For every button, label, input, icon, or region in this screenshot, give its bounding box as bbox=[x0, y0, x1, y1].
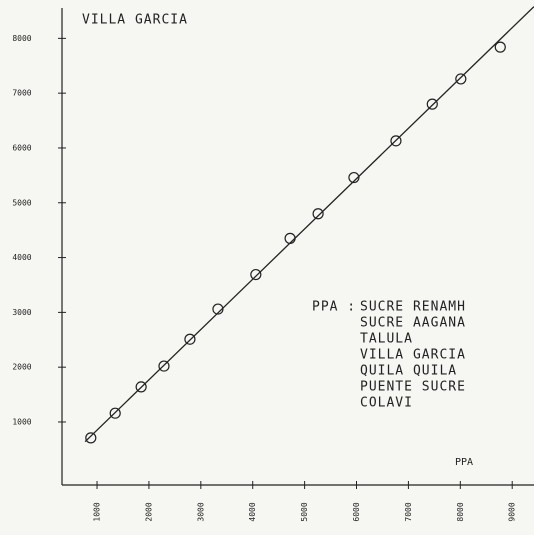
legend-line: SUCRE AAGANA bbox=[360, 316, 466, 331]
y-tick-label: 3000 bbox=[12, 308, 31, 317]
point bbox=[109, 407, 121, 419]
point bbox=[135, 381, 147, 393]
legend-prefix: PPA : bbox=[312, 300, 356, 315]
x-tick-label: 7000 bbox=[404, 502, 413, 521]
legend-line: PUENTE SUCRE bbox=[360, 380, 466, 395]
chart-title: VILLA GARCIA bbox=[82, 13, 188, 28]
x-tick-label: 2000 bbox=[144, 502, 153, 521]
y-tick-label: 5000 bbox=[12, 198, 31, 207]
point bbox=[85, 432, 97, 444]
x-tick-label: 1000 bbox=[93, 502, 102, 521]
x-tick-label: 9000 bbox=[508, 502, 517, 521]
y-tick-label: 8000 bbox=[12, 34, 31, 43]
y-tick-label: 4000 bbox=[12, 253, 31, 262]
point bbox=[250, 268, 262, 281]
x-tick-label: 5000 bbox=[300, 502, 309, 521]
point bbox=[284, 232, 296, 244]
point bbox=[494, 41, 506, 53]
point bbox=[455, 73, 467, 85]
y-tick-label: 2000 bbox=[12, 363, 31, 372]
legend-line: COLAVI bbox=[360, 396, 413, 411]
legend-line: SUCRE RENAMH bbox=[360, 300, 466, 315]
x-tick-label: 8000 bbox=[456, 502, 465, 521]
point bbox=[312, 208, 324, 220]
point bbox=[212, 303, 224, 315]
point bbox=[348, 171, 360, 184]
legend-line: VILLA GARCIA bbox=[360, 348, 466, 363]
y-tick-label: 1000 bbox=[12, 417, 31, 426]
legend-line: QUILA QUILA bbox=[360, 364, 457, 379]
x-tick-label: 6000 bbox=[352, 502, 361, 521]
x-tick-label: 3000 bbox=[196, 502, 205, 521]
point bbox=[426, 98, 438, 110]
y-tick-label: 6000 bbox=[12, 143, 31, 152]
x-tick-label: 4000 bbox=[248, 502, 257, 521]
point bbox=[184, 333, 196, 345]
point bbox=[158, 360, 170, 372]
x-axis-label: PPA bbox=[455, 457, 473, 468]
y-tick-label: 7000 bbox=[12, 89, 31, 98]
point bbox=[390, 135, 402, 147]
legend-line: TALULA bbox=[360, 332, 413, 347]
